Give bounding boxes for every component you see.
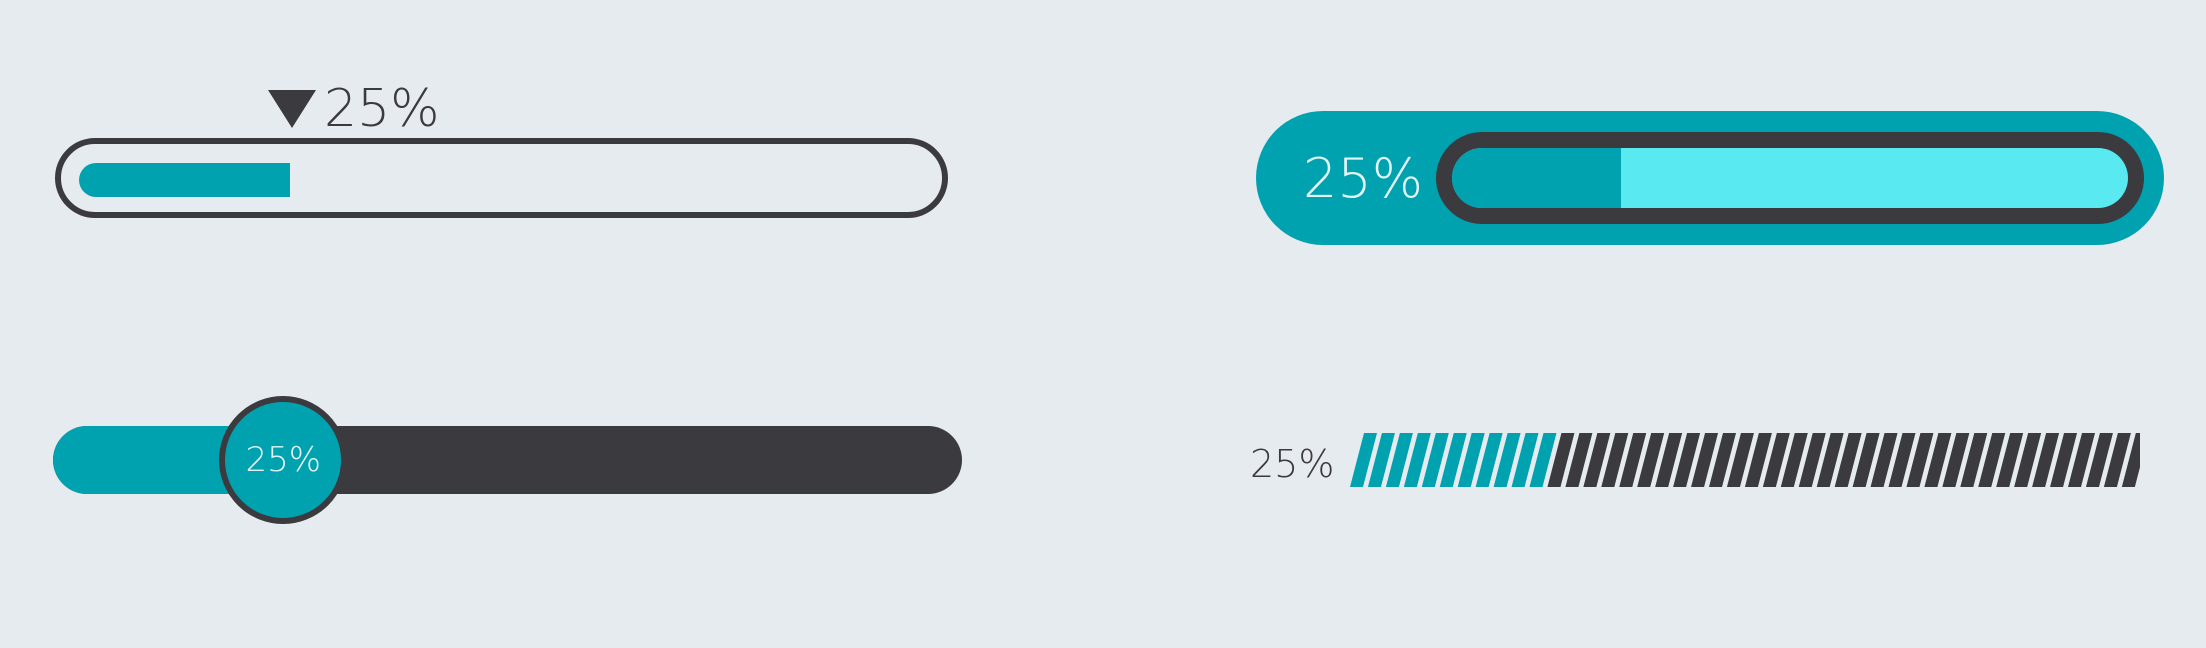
stripe-empty bbox=[1691, 433, 1719, 487]
stripe-empty bbox=[2121, 433, 2140, 487]
progress-fill-1 bbox=[79, 163, 291, 197]
progress-fill-2 bbox=[1452, 148, 1621, 208]
stripe-filled bbox=[1421, 433, 1449, 487]
stripe-filled bbox=[1475, 433, 1503, 487]
stripe-empty bbox=[1726, 433, 1754, 487]
stripe-empty bbox=[1762, 433, 1790, 487]
stripe-empty bbox=[1834, 433, 1862, 487]
progress-label-1: 25% bbox=[324, 79, 440, 139]
stripe-empty bbox=[1906, 433, 1934, 487]
stripe-empty bbox=[1601, 433, 1629, 487]
stripe-filled bbox=[1457, 433, 1485, 487]
progress-track-2 bbox=[1436, 132, 2144, 224]
stripe-empty bbox=[1565, 433, 1593, 487]
stripe-empty bbox=[1924, 433, 1952, 487]
stripe-empty bbox=[1709, 433, 1736, 487]
progress-slider-3[interactable] bbox=[53, 426, 962, 494]
stripe-empty bbox=[1744, 433, 1772, 487]
stripe-filled bbox=[1529, 433, 1557, 487]
stripe-empty bbox=[1655, 433, 1683, 487]
stripe-filled bbox=[1385, 433, 1413, 487]
stripe-empty bbox=[1888, 433, 1916, 487]
stripe-filled bbox=[1493, 433, 1521, 487]
stripe-empty bbox=[1798, 433, 1826, 487]
stripe-empty bbox=[1852, 433, 1880, 487]
stripe-empty bbox=[2014, 433, 2042, 487]
progress-label-4: 25% bbox=[1250, 442, 1335, 486]
stripe-empty bbox=[2032, 433, 2060, 487]
slider-knob-3[interactable]: 25% bbox=[219, 396, 348, 524]
stripe-filled bbox=[1439, 433, 1467, 487]
stripe-empty bbox=[1583, 433, 1611, 487]
stripe-empty bbox=[2050, 433, 2078, 487]
progress-bar-4 bbox=[1350, 433, 2140, 487]
progress-label-3: 25% bbox=[245, 440, 322, 480]
stripe-filled bbox=[1511, 433, 1539, 487]
stripe-empty bbox=[1960, 433, 1988, 487]
stripe-empty bbox=[1942, 433, 1970, 487]
stripe-filled bbox=[1350, 433, 1377, 487]
stripe-empty bbox=[1816, 433, 1844, 487]
stripe-filled bbox=[1367, 433, 1395, 487]
stripe-empty bbox=[1978, 433, 2006, 487]
stripe-empty bbox=[1870, 433, 1898, 487]
stripe-empty bbox=[1619, 433, 1647, 487]
stripe-filled bbox=[1403, 433, 1431, 487]
progress-indicator-1: 25% bbox=[268, 78, 440, 140]
progress-bar-1 bbox=[55, 138, 948, 218]
stripe-empty bbox=[2085, 433, 2113, 487]
stripe-empty bbox=[1996, 433, 2024, 487]
progress-bar-2: 25% bbox=[1256, 111, 2164, 245]
stripe-empty bbox=[1547, 433, 1575, 487]
stripe-empty bbox=[1780, 433, 1808, 487]
stripe-empty bbox=[1637, 433, 1665, 487]
progress-label-2: 25% bbox=[1303, 146, 1424, 210]
stripe-empty bbox=[2068, 433, 2095, 487]
progress-inner-2 bbox=[1452, 148, 2128, 208]
stripe-empty bbox=[2103, 433, 2131, 487]
triangle-pointer-icon bbox=[268, 90, 316, 128]
stripe-empty bbox=[1673, 433, 1701, 487]
